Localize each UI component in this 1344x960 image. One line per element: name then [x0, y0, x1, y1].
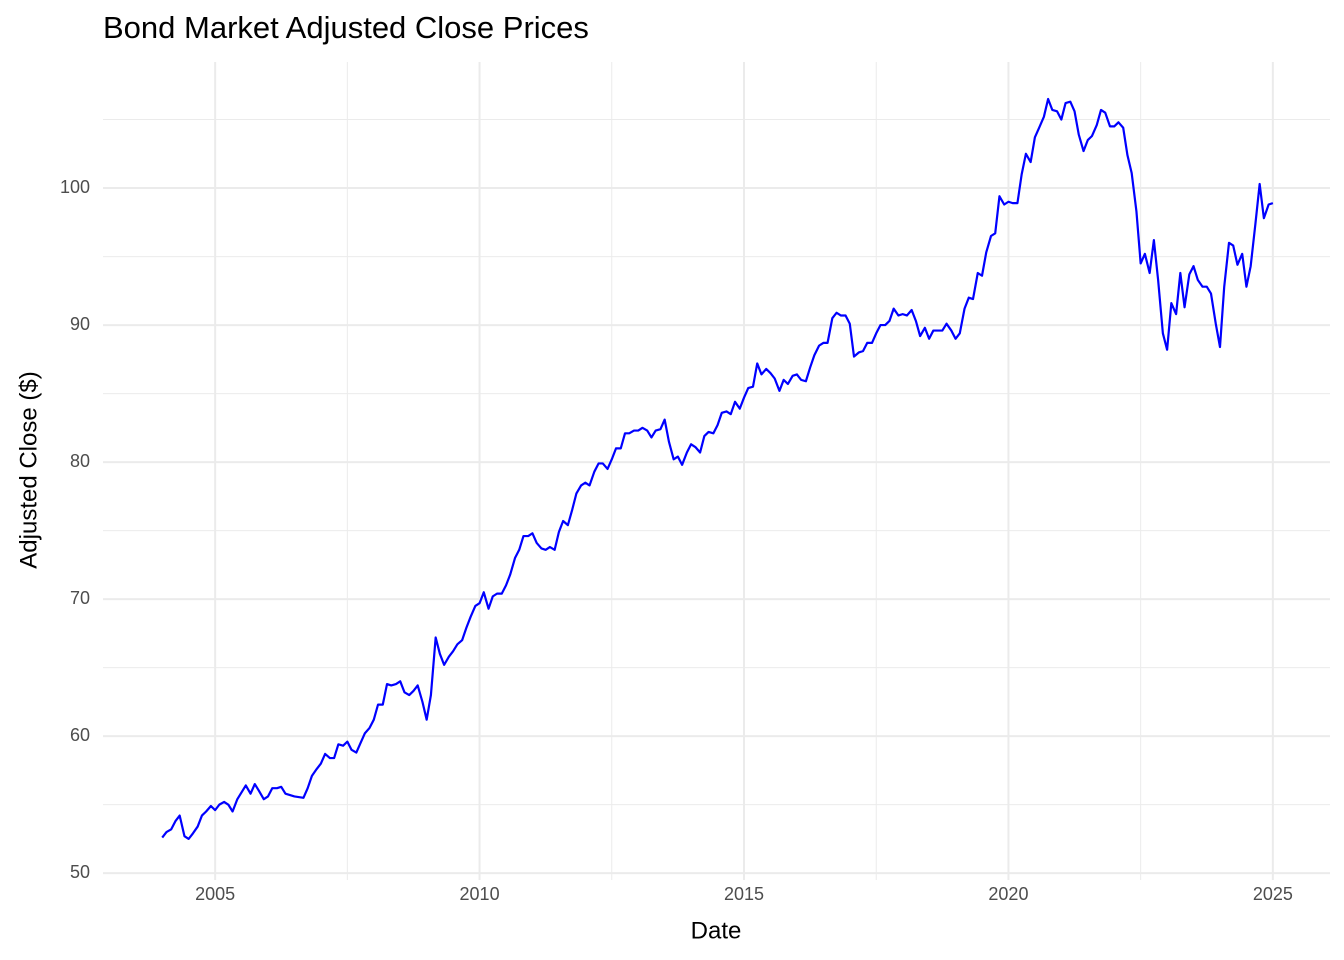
y-tick-label: 100: [60, 177, 90, 197]
y-axis-title: Adjusted Close ($): [15, 371, 42, 568]
x-tick-label: 2025: [1253, 884, 1293, 904]
grid: [103, 62, 1330, 880]
x-tick-label: 2005: [195, 884, 235, 904]
y-tick-label: 50: [70, 862, 90, 882]
data-line: [161, 97, 1274, 840]
y-tick-label: 90: [70, 314, 90, 334]
x-tick-label: 2010: [460, 884, 500, 904]
chart-title: Bond Market Adjusted Close Prices: [103, 10, 589, 45]
y-tick-label: 60: [70, 725, 90, 745]
x-axis-title: Date: [691, 917, 742, 944]
y-tick-label: 70: [70, 588, 90, 608]
y-tick-label: 80: [70, 451, 90, 471]
plot-marks: [161, 97, 1274, 840]
x-tick-label: 2020: [988, 884, 1028, 904]
x-tick-label: 2015: [724, 884, 764, 904]
